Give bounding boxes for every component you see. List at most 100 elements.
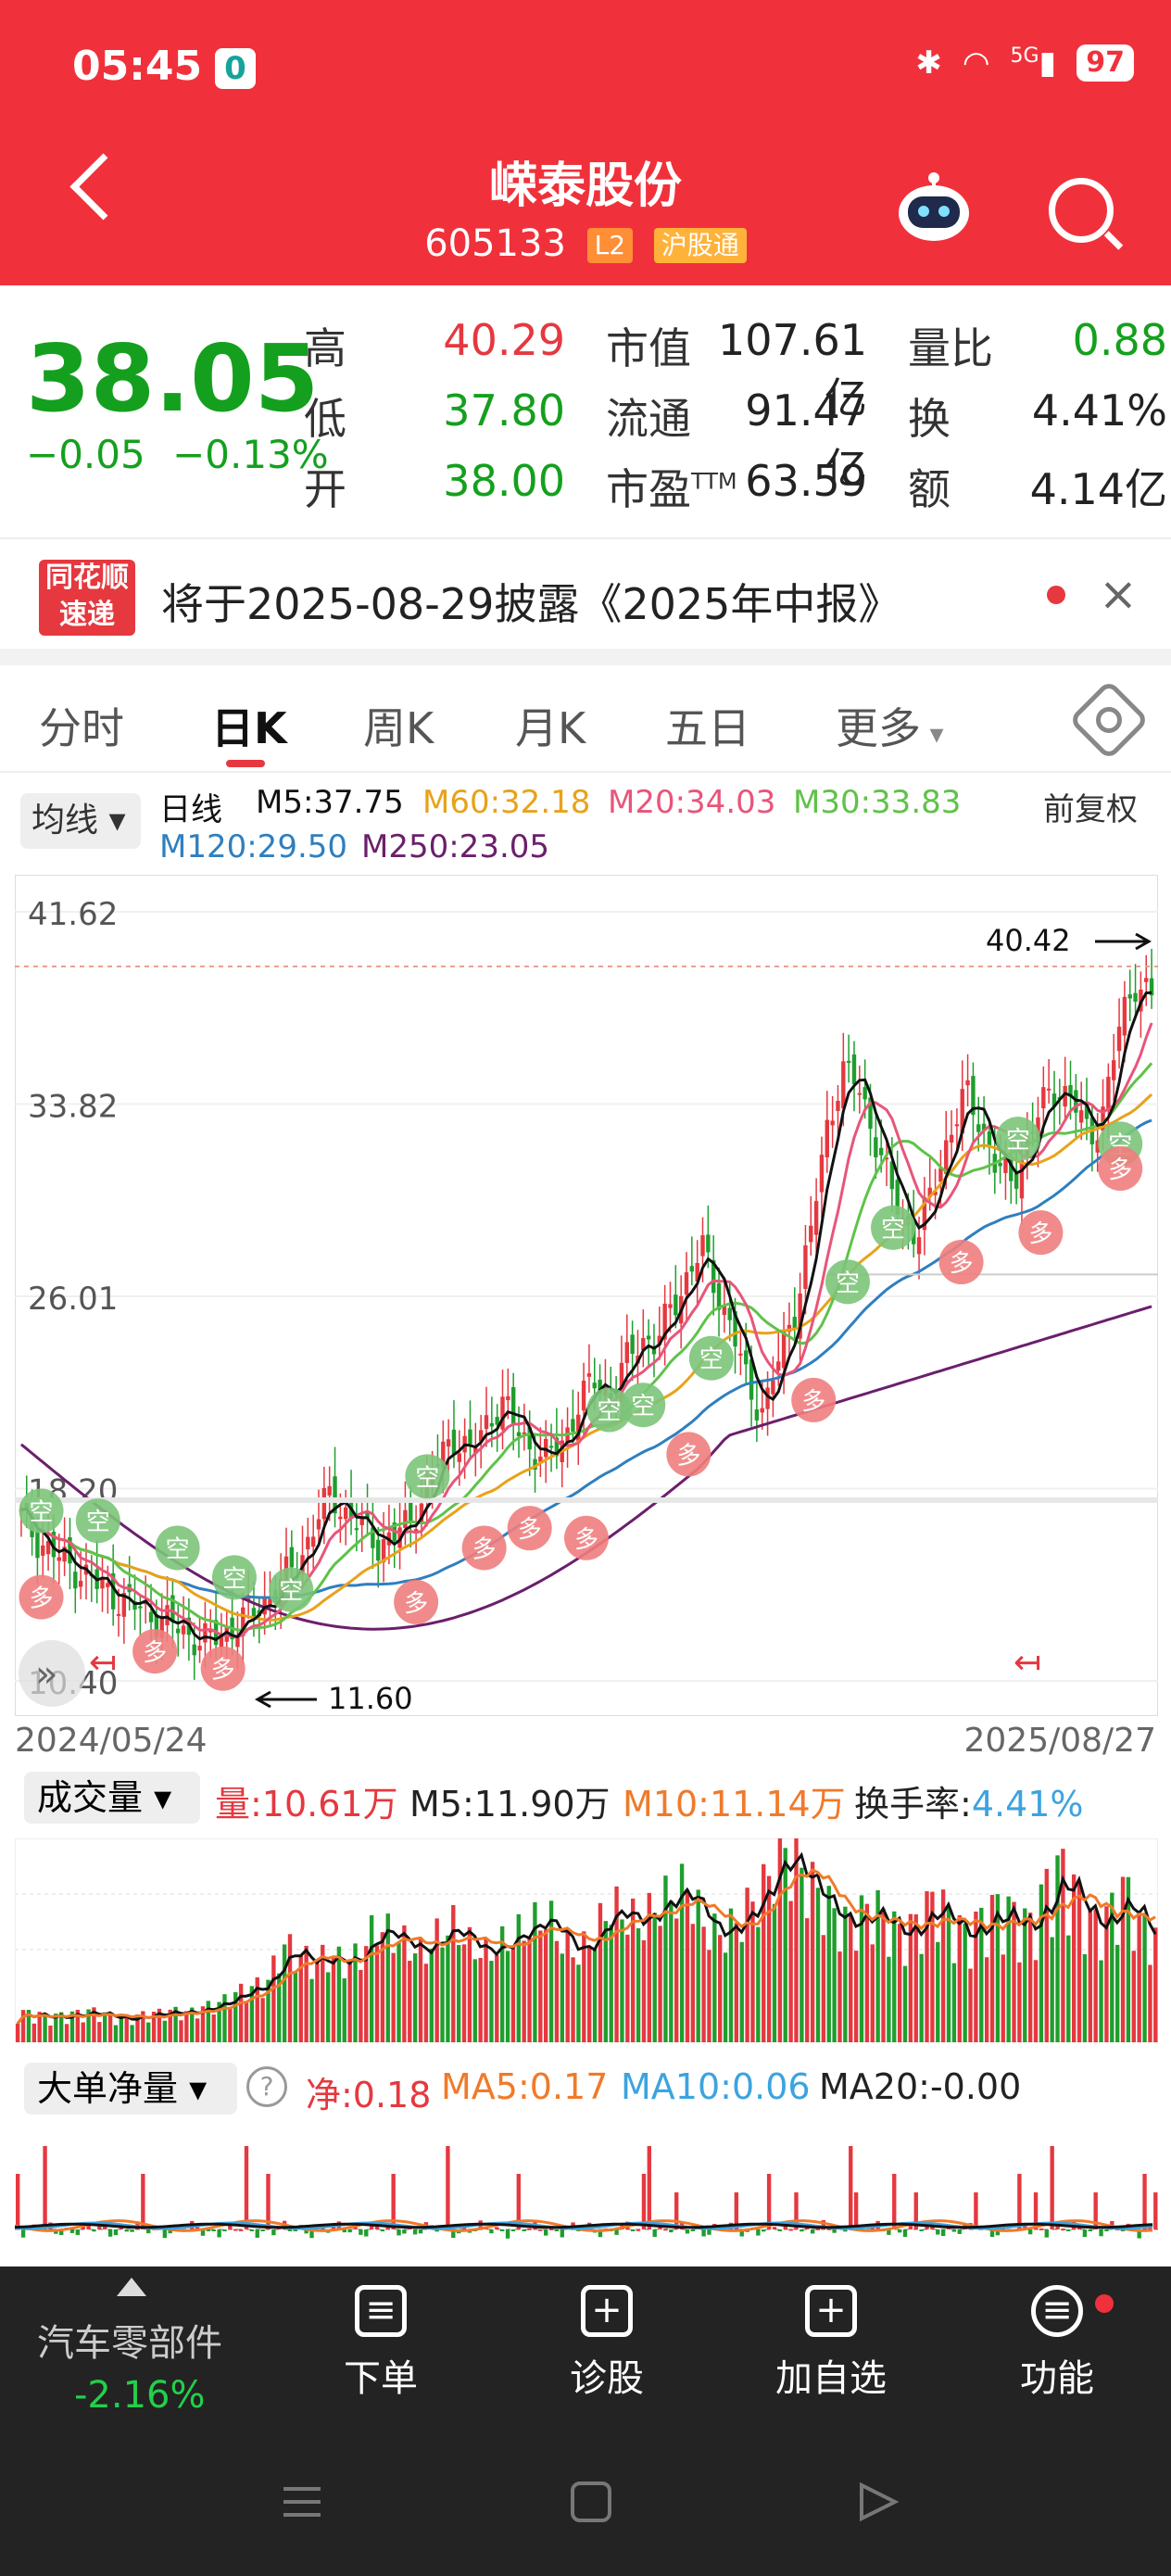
tab-daily-k[interactable]: 日K	[211, 703, 287, 753]
robot-assistant-icon[interactable]	[895, 169, 973, 246]
candle-body	[533, 1458, 537, 1471]
candle-body	[413, 1529, 419, 1532]
volume-bar	[364, 1946, 369, 2042]
help-icon[interactable]: ?	[246, 2066, 287, 2107]
ma-selector[interactable]: 均线 ▾	[20, 793, 141, 849]
ma60-line	[20, 1092, 1153, 1622]
tab-weekly-k[interactable]: 周K	[363, 703, 434, 753]
notice-bar[interactable]: 同花顺 速递 将于2025-08-29披露《2025年中报》	[0, 537, 1171, 650]
order-button[interactable]: ≡ 下单	[311, 2285, 450, 2402]
tab-more[interactable]: 更多 ▾	[836, 703, 944, 753]
tab-monthly-k[interactable]: 月K	[515, 703, 586, 753]
volume-bar	[989, 1894, 995, 2042]
volume-bar	[766, 1875, 772, 2042]
big-order-bar	[146, 2229, 151, 2234]
diagnose-button[interactable]: + 诊股	[537, 2285, 676, 2402]
pe-label: 市盈TTM	[606, 464, 737, 514]
big-order-bar	[669, 2229, 674, 2233]
buy-signal-marker	[666, 1432, 711, 1477]
big-order-bar	[913, 2192, 918, 2229]
big-order-bar	[766, 2174, 772, 2229]
volume-bar	[157, 2008, 162, 2042]
big-order-chart[interactable]	[15, 2128, 1158, 2267]
big-order-bar	[168, 2229, 172, 2234]
open-value: 38.00	[443, 456, 565, 506]
amount-label: 额	[908, 464, 951, 514]
hsgt-badge[interactable]: 沪股通	[653, 228, 747, 263]
volume-bar	[663, 1875, 668, 2042]
stock-code-row: 605133 L2 沪股通	[0, 222, 1171, 265]
big-order-bar	[516, 2174, 521, 2229]
candle-body	[1041, 1087, 1046, 1109]
volume-bar	[821, 1935, 826, 2042]
volume-bar	[576, 1964, 581, 2042]
volume-selector[interactable]: 成交量 ▾	[24, 1772, 200, 1824]
volume-bar	[397, 1942, 401, 2042]
candle-body	[1116, 1027, 1122, 1052]
close-icon[interactable]: ×	[1099, 567, 1138, 621]
volume-bar	[919, 1953, 924, 2042]
volume-bar	[543, 1929, 548, 2042]
candle-body	[219, 1636, 224, 1648]
candle-body	[651, 1347, 657, 1355]
signal-label: 空	[86, 1509, 110, 1536]
kline-chart[interactable]: 41.6233.8226.0118.2010.40空空空空空空空空空空空空空多多…	[15, 875, 1158, 1716]
tab-intraday[interactable]: 分时	[39, 703, 124, 753]
big-order-bar	[249, 2229, 255, 2231]
big-order-bar	[287, 2229, 293, 2231]
volume-bar	[467, 1926, 472, 2042]
candle-body	[722, 1305, 727, 1316]
volume-bar	[113, 2025, 119, 2042]
recents-nav-icon[interactable]	[283, 2487, 321, 2517]
volume-bar	[238, 1983, 244, 2042]
candle-body	[727, 1307, 732, 1320]
function-button[interactable]: ≡ 功能	[988, 2285, 1127, 2402]
stock-name: 嵘泰股份	[488, 158, 682, 214]
back-nav-icon[interactable]	[860, 2481, 900, 2522]
big-order-bar	[75, 2229, 81, 2235]
volume-bar	[325, 1972, 331, 2042]
buy-signal-marker	[1018, 1210, 1064, 1256]
candle-body	[933, 1191, 938, 1195]
volume-bar	[380, 1932, 385, 2042]
settings-icon[interactable]	[1068, 679, 1150, 761]
big-order-bar	[397, 2229, 401, 2236]
volume-ma5-line	[16, 1851, 1157, 2025]
big-order-bar	[499, 2229, 505, 2231]
volume-bar	[184, 2011, 189, 2042]
candle-body	[1084, 1104, 1089, 1119]
candle-body	[981, 1123, 987, 1130]
tab-five-day[interactable]: 五日	[665, 703, 750, 753]
notice-text[interactable]: 将于2025-08-29披露《2025年中报》	[161, 579, 901, 629]
volume-bar	[369, 1914, 374, 2042]
sector-name[interactable]: 汽车零部件	[37, 2322, 222, 2365]
candle-body	[662, 1303, 667, 1340]
volume-bar	[168, 2009, 172, 2042]
volume-chart[interactable]	[15, 1838, 1158, 2042]
big-order-selector[interactable]: 大单净量 ▾	[24, 2063, 237, 2115]
adjust-mode[interactable]: 前复权	[1043, 791, 1138, 828]
volume-bar	[783, 1848, 787, 2042]
l2-badge[interactable]: L2	[586, 228, 634, 263]
home-nav-icon[interactable]	[571, 2481, 611, 2522]
volume-bar	[762, 1863, 766, 2042]
candle-body	[630, 1334, 635, 1355]
big-order-bar	[342, 2229, 346, 2233]
volume-bar	[48, 2025, 53, 2042]
volume-bar	[1148, 1964, 1152, 2042]
volume-bar	[1006, 1896, 1011, 2042]
signal-label: 多	[143, 1639, 167, 1667]
search-button[interactable]	[1049, 178, 1114, 243]
volume-bar	[658, 1926, 662, 2042]
add-watchlist-button[interactable]: + 加自选	[762, 2285, 900, 2402]
candle-body	[446, 1439, 451, 1447]
candle-body	[338, 1516, 343, 1520]
signal-label: 空	[598, 1398, 622, 1426]
volume-bar	[609, 1925, 613, 2042]
big-order-bar	[777, 2229, 783, 2231]
volume-bar	[745, 1888, 749, 2042]
sell-signal-marker	[75, 1498, 120, 1544]
candle-body	[841, 1061, 846, 1109]
candle-body	[527, 1427, 532, 1450]
expand-icon: »	[35, 1653, 57, 1696]
